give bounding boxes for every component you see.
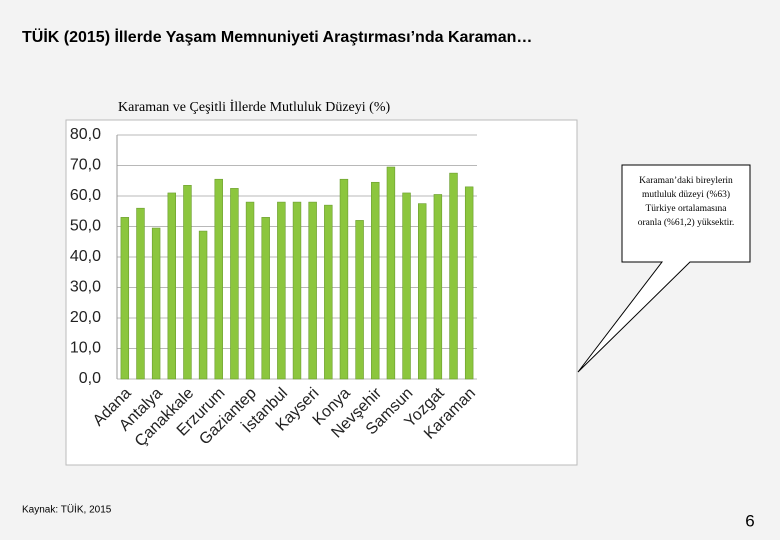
bar	[418, 203, 427, 380]
bar	[292, 201, 302, 380]
y-tick-label: 80,0	[70, 126, 101, 143]
bar	[277, 201, 286, 380]
bar	[324, 204, 333, 380]
y-tick-label: 20,0	[70, 309, 101, 326]
callout-text: Karaman’daki bireylerin	[639, 176, 733, 186]
y-tick-label: 40,0	[70, 248, 101, 265]
page-number: 6	[745, 511, 754, 530]
bar	[245, 201, 255, 380]
bar	[371, 181, 380, 380]
bar	[151, 227, 161, 380]
y-tick-label: 50,0	[70, 218, 101, 235]
bar	[308, 201, 317, 380]
y-tick-label: 60,0	[70, 187, 101, 204]
callout-text: Türkiye ortalamasına	[646, 204, 728, 214]
bar	[120, 217, 130, 380]
bar	[214, 178, 223, 380]
y-tick-label: 10,0	[70, 340, 101, 357]
bar	[198, 230, 208, 380]
bar	[230, 188, 239, 380]
callout	[577, 164, 751, 373]
chart-area	[65, 119, 578, 466]
bar	[339, 178, 349, 380]
bar	[433, 194, 443, 380]
bar	[449, 172, 458, 380]
chart-title: Karaman ve Çeşitli İllerde Mutluluk Düze…	[118, 99, 390, 115]
source: Kaynak: TÜİK, 2015	[22, 503, 112, 516]
bar	[167, 192, 176, 380]
callout-text: oranla (%61,2) yüksektir.	[638, 217, 735, 228]
bar	[261, 217, 270, 380]
bar	[183, 185, 192, 380]
y-tick-label: 30,0	[70, 279, 101, 296]
bar	[355, 220, 364, 380]
y-tick-label: 70,0	[70, 157, 101, 174]
bar	[402, 192, 411, 380]
slide-title: TÜİK (2015) İllerde Yaşam Memnuniyeti Ar…	[22, 27, 532, 46]
bar	[464, 186, 474, 380]
bar	[136, 207, 145, 380]
bar	[386, 166, 396, 380]
y-tick-label: 0,0	[79, 370, 101, 387]
callout-text: mutluluk düzeyi (%63)	[642, 189, 730, 200]
